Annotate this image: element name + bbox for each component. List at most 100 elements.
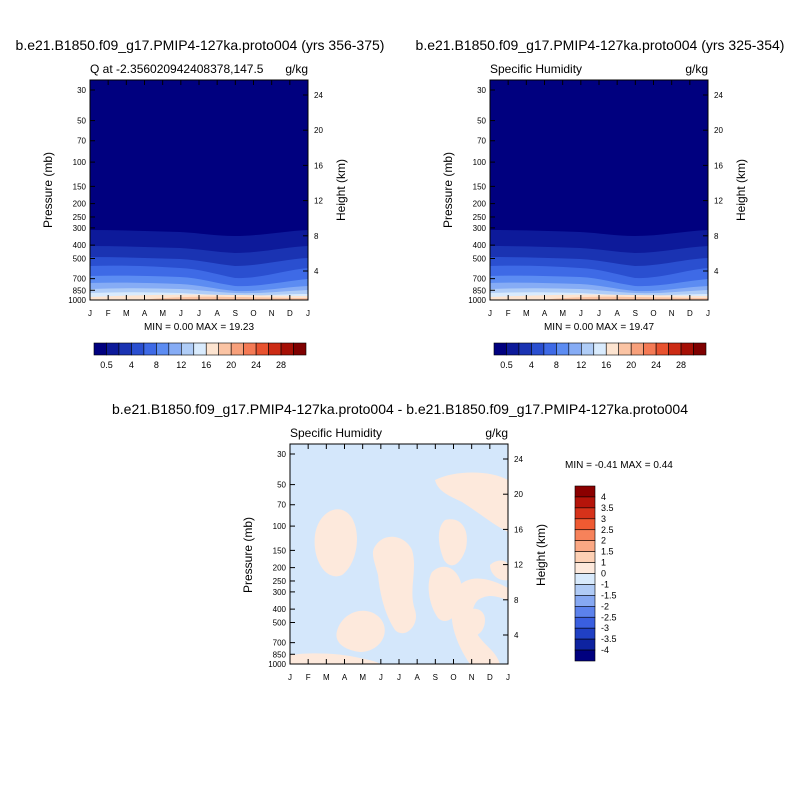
panel-3-colorbar: 43.532.521.510-1-1.5-2-2.5-3-3.5-4: [574, 485, 617, 662]
month-tick-label: A: [542, 309, 548, 318]
colorbar-box: [218, 342, 232, 356]
panel-3-title: b.e21.B1850.f09_g17.PMIP4-127ka.proto004…: [112, 401, 688, 417]
colorbar-label: 0.5: [500, 360, 513, 370]
pressure-tick-label: 100: [473, 158, 487, 167]
colorbar-box: [518, 342, 532, 356]
colorbar-label: -4: [601, 645, 609, 655]
pressure-tick-label: 50: [477, 117, 486, 126]
pressure-tick-label: 250: [473, 213, 487, 222]
height-tick-label: 20: [714, 126, 723, 135]
panel-2-ylabel-right: Height (km): [734, 159, 748, 221]
month-tick-label: S: [233, 309, 238, 318]
colorbar-box: [168, 342, 182, 356]
panel-1-ylabel: Pressure (mb): [41, 152, 55, 228]
height-tick-label: 24: [714, 91, 723, 100]
month-tick-label: O: [250, 309, 256, 318]
colorbar-box: [574, 616, 596, 629]
colorbar-label: 0.5: [100, 360, 113, 370]
colorbar-box: [493, 342, 507, 356]
panel-2-height-axis: 4 8 12 16 20 24: [703, 91, 723, 276]
colorbar-label: 4: [129, 360, 134, 370]
pressure-tick-label: 850: [73, 286, 87, 295]
colorbar-label: 16: [601, 360, 611, 370]
height-tick-label: 16: [514, 525, 523, 534]
colorbar-label: 1: [601, 558, 606, 568]
pressure-tick-label: 250: [73, 213, 87, 222]
colorbar-box: [506, 342, 520, 356]
colorbar-box: [205, 342, 220, 356]
colorbar-box: [93, 342, 107, 356]
colorbar-label: 20: [626, 360, 636, 370]
month-tick-label: M: [159, 309, 166, 318]
height-tick-label: 24: [514, 455, 523, 464]
pressure-tick-label: 150: [73, 182, 87, 191]
pressure-tick-label: 1000: [468, 296, 486, 305]
colorbar-label: 8: [554, 360, 559, 370]
colorbar-box: [574, 551, 596, 563]
month-tick-label: J: [488, 309, 492, 318]
colorbar-box: [568, 342, 582, 356]
panel-1-title: b.e21.B1850.f09_g17.PMIP4-127ka.proto004…: [16, 37, 385, 53]
colorbar-box: [131, 342, 145, 356]
height-tick-label: 4: [314, 267, 319, 276]
colorbar-box: [180, 342, 195, 356]
colorbar-box: [574, 529, 596, 541]
colorbar-label: 28: [676, 360, 686, 370]
height-tick-label: 12: [714, 197, 723, 206]
pressure-tick-label: 1000: [68, 296, 86, 305]
colorbar-box: [118, 342, 132, 356]
height-tick-label: 20: [314, 126, 323, 135]
colorbar-label: 2: [601, 536, 606, 546]
colorbar-box: [574, 606, 596, 618]
panel-1-plot: [89, 79, 309, 301]
height-tick-label: 12: [314, 197, 323, 206]
pressure-tick-label: 30: [477, 86, 486, 95]
panel-1-ylabel-right: Height (km): [334, 159, 348, 221]
month-tick-label: F: [506, 309, 511, 318]
colorbar-label: 1.5: [601, 547, 614, 557]
colorbar-label: -3.5: [601, 634, 617, 644]
colorbar-box: [574, 627, 596, 640]
pressure-tick-label: 70: [277, 501, 286, 510]
colorbar-box: [293, 342, 307, 356]
colorbar-label: 4: [601, 492, 606, 502]
colorbar-box: [574, 638, 596, 651]
colorbar-box: [574, 540, 596, 552]
panel-2-minmax: MIN = 0.00 MAX = 19.47: [544, 322, 654, 333]
panel-1-right-string: g/kg: [285, 62, 308, 76]
pressure-tick-label: 850: [473, 286, 487, 295]
height-tick-label: 16: [714, 161, 723, 170]
panel-3-plot: [289, 443, 509, 665]
colorbar-box: [106, 342, 120, 356]
pressure-tick-label: 500: [73, 254, 87, 263]
month-tick-label: O: [450, 673, 456, 682]
height-tick-label: 12: [514, 561, 523, 570]
month-tick-label: F: [106, 309, 111, 318]
month-tick-label: J: [379, 673, 383, 682]
panel-2-title: b.e21.B1850.f09_g17.PMIP4-127ka.proto004…: [416, 37, 785, 53]
colorbar-box: [618, 342, 632, 356]
pressure-tick-label: 50: [77, 117, 86, 126]
colorbar-box: [268, 342, 282, 356]
panel-1-height-axis: 4 8 12 16 20 24: [303, 91, 323, 276]
pressure-tick-label: 700: [273, 639, 287, 648]
colorbar-label: 20: [226, 360, 236, 370]
colorbar-label: 24: [251, 360, 261, 370]
colorbar-label: 2.5: [601, 525, 614, 535]
month-tick-label: M: [523, 309, 530, 318]
colorbar-label: 12: [576, 360, 586, 370]
month-tick-label: A: [142, 309, 148, 318]
colorbar-box: [655, 342, 669, 356]
panel-2-left-string: Specific Humidity: [490, 62, 582, 76]
month-tick-label: J: [306, 309, 310, 318]
pressure-tick-label: 400: [273, 605, 287, 614]
month-tick-label: N: [469, 673, 475, 682]
month-tick-label: S: [633, 309, 638, 318]
height-tick-label: 8: [714, 232, 719, 241]
pressure-tick-label: 300: [73, 224, 87, 233]
pressure-tick-label: 850: [273, 650, 287, 659]
pressure-tick-label: 100: [73, 158, 87, 167]
